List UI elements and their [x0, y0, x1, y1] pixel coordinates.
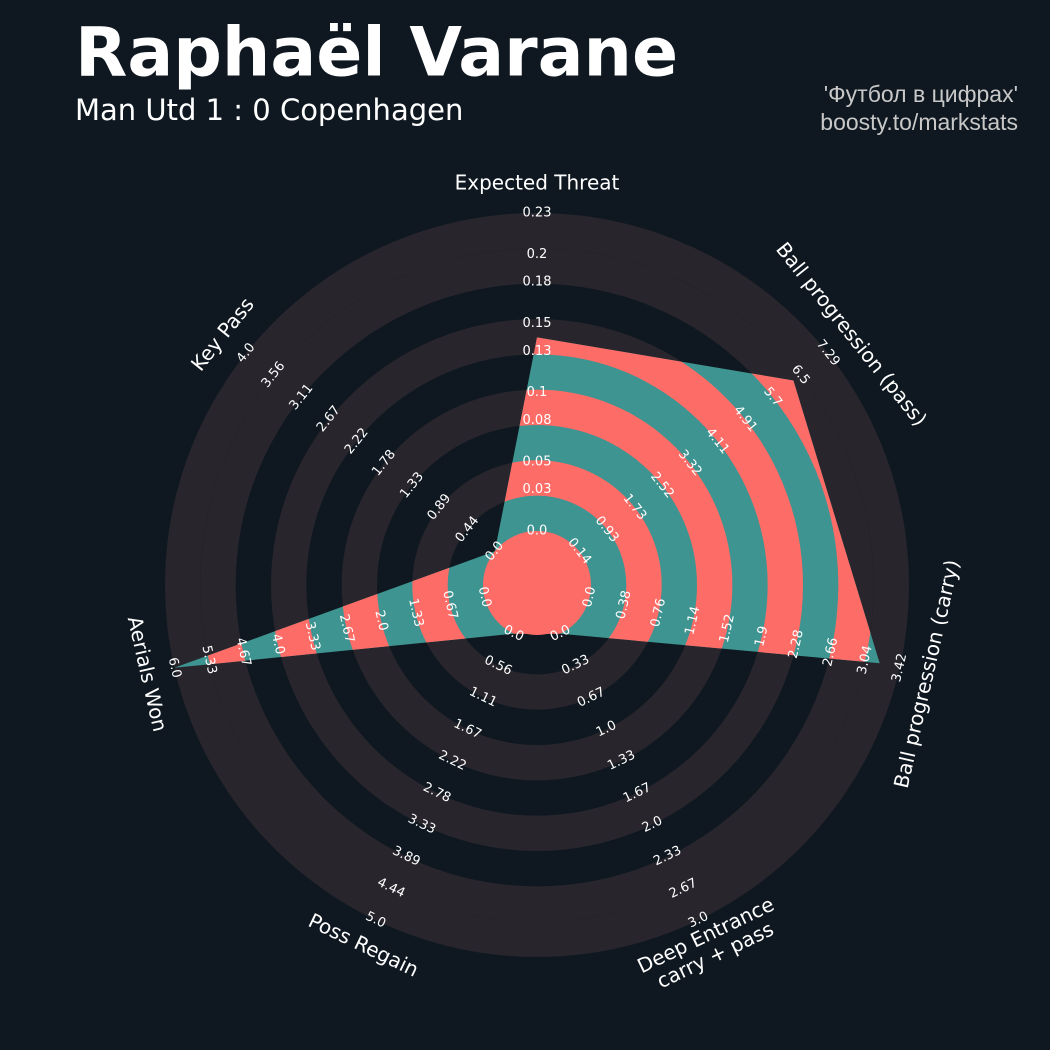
tick-label: 0.05: [523, 454, 552, 469]
tick-label: 3.42: [889, 652, 910, 684]
tick-label: 4.0: [268, 632, 287, 656]
tick-label: 1.14: [682, 605, 703, 637]
param-label: Expected Threat: [455, 171, 620, 195]
tick-label: 0.2: [527, 247, 548, 262]
tick-label: 0.67: [439, 589, 460, 621]
tick-label: 3.33: [302, 621, 323, 653]
tick-label: 0.23: [523, 206, 552, 221]
tick-label: 0.0: [580, 585, 599, 609]
tick-label: 0.15: [523, 316, 552, 331]
credit: boosty.to/markstats: [820, 109, 1018, 135]
tick-label: 0.76: [648, 597, 669, 629]
tick-label: 2.28: [786, 628, 807, 660]
tick-label: 2.0: [371, 609, 390, 633]
tick-label: 1.9: [752, 625, 771, 649]
tick-label: 0.18: [523, 275, 552, 290]
tick-label: 4.67: [233, 636, 254, 668]
credit: 'Футбол в цифрах': [824, 81, 1018, 107]
tick-label: 0.08: [523, 413, 552, 428]
tick-label: 3.04: [855, 644, 876, 676]
tick-label: 0.13: [523, 344, 552, 359]
tick-label: 6.0: [165, 656, 184, 680]
tick-label: 0.38: [614, 589, 635, 621]
tick-label: 0.1: [527, 385, 548, 400]
tick-label: 5.33: [198, 644, 219, 676]
tick-label: 1.52: [717, 613, 738, 645]
tick-label: 2.67: [336, 613, 357, 645]
tick-label: 0.0: [527, 524, 548, 539]
tick-label: 2.66: [820, 636, 841, 668]
tick-label: 0.03: [523, 482, 552, 497]
tick-label: 0.0: [475, 585, 494, 609]
tick-label: 1.33: [405, 597, 426, 629]
chart-title: Raphaël Varane: [75, 14, 678, 93]
chart-subtitle: Man Utd 1 : 0 Copenhagen: [75, 93, 463, 127]
center-circle: [487, 535, 587, 635]
